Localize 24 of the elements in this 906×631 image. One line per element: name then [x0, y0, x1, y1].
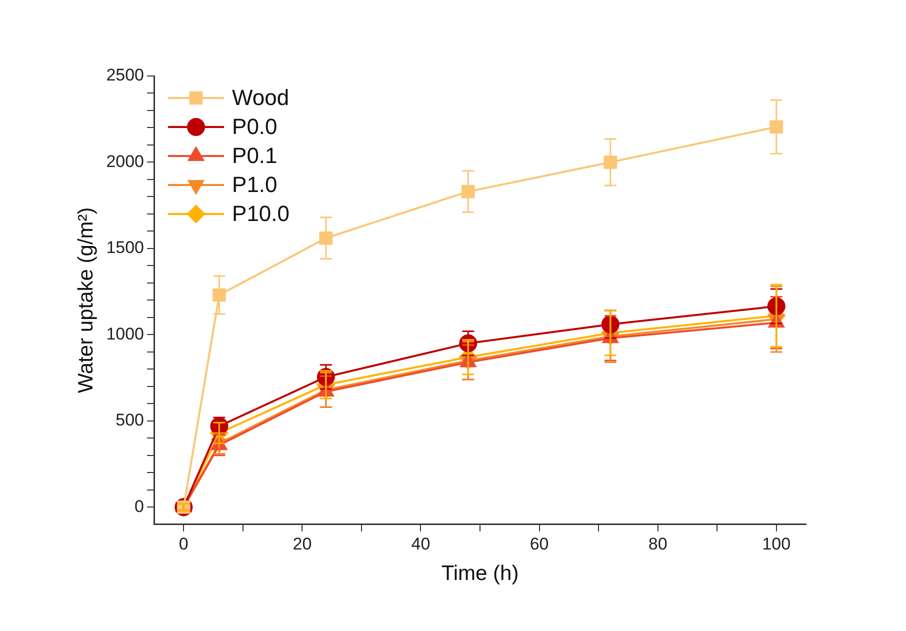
- x-tick-label: 40: [411, 534, 430, 554]
- x-tick-label: 20: [292, 534, 312, 554]
- y-tick-label: 2500: [106, 66, 144, 85]
- point: [770, 120, 784, 134]
- x-tick-label: 100: [762, 534, 791, 554]
- x-tick-label: 0: [178, 534, 188, 554]
- y-tick-label: 1500: [106, 238, 144, 258]
- point: [319, 231, 333, 245]
- legend-label: P0.0: [232, 114, 278, 140]
- point: [462, 184, 475, 198]
- point: [212, 288, 226, 302]
- legend-label: P0.1: [232, 143, 278, 168]
- point: [604, 156, 618, 169]
- x-tick-label: 80: [648, 534, 668, 554]
- y-axis-title: Water uptake (g/m²): [74, 207, 98, 394]
- y-tick-label: 1000: [106, 324, 144, 344]
- y-tick-label: 2000: [106, 152, 144, 171]
- y-tick-label: 500: [116, 410, 144, 430]
- legend-label: Wood: [232, 85, 290, 110]
- x-axis-title: Time (h): [441, 562, 519, 586]
- legend-label: P10.0: [232, 201, 290, 226]
- legend-label: P1.0: [232, 172, 278, 198]
- y-tick-label: 0: [134, 496, 144, 516]
- x-tick-label: 60: [530, 534, 549, 554]
